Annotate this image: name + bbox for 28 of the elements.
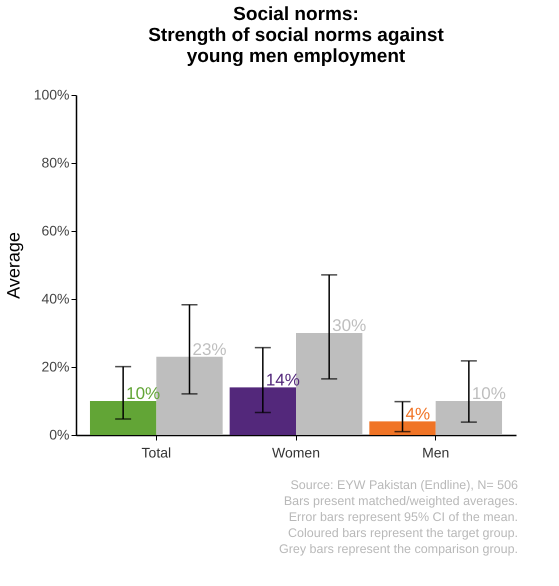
text: Social norms: <box>233 4 359 25</box>
text: Coloured bars represent the target group. <box>288 526 518 540</box>
text: Error bars represent 95% CI of the mean. <box>288 510 518 524</box>
y-tick-label: 20% <box>41 358 70 374</box>
x-tick-label: Women <box>272 444 320 460</box>
text: Strength of social norms against <box>148 25 444 46</box>
data-label: 30% <box>332 316 366 335</box>
y-axis-title: Average <box>4 232 24 299</box>
data-label: 10% <box>472 384 506 403</box>
x-tick-label: Men <box>422 444 450 460</box>
data-label: 4% <box>406 404 430 424</box>
y-tick-label: 100% <box>34 86 70 102</box>
source-note: Source: EYW Pakistan (Endline), N= 506 <box>290 478 518 492</box>
bar <box>369 421 436 435</box>
data-label: 10% <box>126 384 160 403</box>
data-label: 14% <box>266 370 300 390</box>
text: Bars present matched/weighted averages. <box>284 494 518 508</box>
y-tick-label: 80% <box>41 154 70 170</box>
text: Grey bars represent the comparison group. <box>278 542 518 556</box>
y-tick-label: 60% <box>41 222 70 238</box>
y-tick-label: 40% <box>41 290 70 306</box>
bar <box>90 401 156 435</box>
data-label: 23% <box>192 340 227 359</box>
y-tick-label: 0% <box>49 426 70 442</box>
x-tick-label: Total <box>142 444 172 460</box>
bar <box>230 387 296 435</box>
bar <box>436 401 502 435</box>
text: young men employment <box>186 46 406 67</box>
